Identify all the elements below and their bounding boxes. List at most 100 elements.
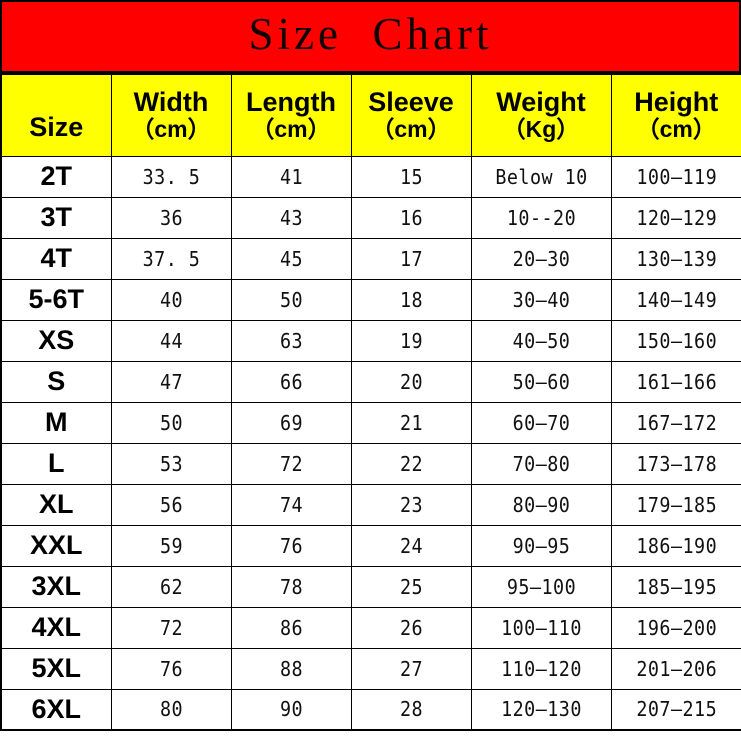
cell-height: 196–200 (610, 606, 741, 649)
cell-width: 33. 5 (110, 155, 232, 198)
cell-weight-value: 95–100 (506, 574, 576, 599)
table-row: XL 56 74 23 80–90 179–185 (0, 483, 741, 526)
cell-width: 72 (110, 606, 232, 649)
cell-sleeve: 16 (350, 196, 472, 239)
column-header-width-unit: （cm） (131, 116, 211, 143)
cell-size-value: 6XL (31, 693, 82, 724)
cell-size: 4XL (0, 606, 112, 649)
cell-size-value: XL (38, 489, 74, 519)
cell-length: 78 (230, 565, 352, 608)
cell-weight: 100–110 (470, 606, 612, 649)
cell-size: L (0, 442, 112, 485)
cell-length: 63 (230, 319, 352, 362)
cell-size: XS (0, 319, 112, 362)
table-row: S 47 66 20 50–60 161–166 (0, 360, 741, 403)
cell-sleeve-value: 21 (399, 410, 423, 435)
cell-length: 43 (230, 196, 352, 239)
cell-size: 2T (0, 155, 112, 198)
cell-sleeve: 15 (350, 155, 472, 198)
cell-height-value: 185–195 (635, 574, 717, 599)
cell-height: 140–149 (610, 278, 741, 321)
cell-sleeve-value: 27 (399, 656, 423, 681)
cell-weight: 70–80 (470, 442, 612, 485)
cell-sleeve-value: 22 (399, 451, 423, 476)
cell-height: 185–195 (610, 565, 741, 608)
cell-height: 100–119 (610, 155, 741, 198)
cell-size: XXL (0, 524, 112, 567)
cell-width-value: 62 (159, 574, 183, 599)
cell-weight: 120–130 (470, 688, 612, 731)
cell-height-value: 130–139 (635, 246, 717, 271)
column-header-size: Size (0, 73, 112, 157)
cell-length: 76 (230, 524, 352, 567)
cell-size: XL (0, 483, 112, 526)
cell-height: 173–178 (610, 442, 741, 485)
cell-sleeve: 22 (350, 442, 472, 485)
cell-weight-value: 50–60 (512, 369, 570, 394)
cell-weight: 50–60 (470, 360, 612, 403)
cell-height-value: 167–172 (635, 410, 717, 435)
cell-width: 80 (110, 688, 232, 731)
title-bar: Size Chart (0, 0, 741, 73)
cell-weight: 40–50 (470, 319, 612, 362)
column-header-width: Width （cm） (110, 73, 232, 157)
cell-weight-value: 60–70 (512, 410, 570, 435)
cell-length-value: 66 (279, 369, 303, 394)
column-header-weight-label: Weight (496, 87, 586, 118)
column-header-height-unit: （cm） (636, 116, 716, 143)
cell-sleeve-value: 19 (399, 328, 423, 353)
cell-weight: 110–120 (470, 647, 612, 690)
cell-size: 5XL (0, 647, 112, 690)
cell-width-value: 44 (159, 328, 183, 353)
cell-weight-value: 70–80 (512, 451, 570, 476)
cell-height: 150–160 (610, 319, 741, 362)
column-header-height-label: Height (634, 87, 719, 118)
cell-length-value: 78 (279, 574, 303, 599)
table-row: 5-6T 40 50 18 30–40 140–149 (0, 278, 741, 321)
cell-height-value: 100–119 (635, 164, 717, 189)
column-header-weight-unit: （Kg） (502, 116, 580, 143)
cell-height-value: 140–149 (635, 287, 717, 312)
cell-size-value: 2T (40, 161, 72, 191)
cell-width: 62 (110, 565, 232, 608)
cell-height: 161–166 (610, 360, 741, 403)
cell-length: 45 (230, 237, 352, 280)
cell-length: 50 (230, 278, 352, 321)
cell-sleeve-value: 18 (399, 287, 423, 312)
cell-height-value: 196–200 (635, 615, 717, 640)
column-header-height: Height （cm） (610, 73, 741, 157)
cell-length-value: 69 (279, 410, 303, 435)
cell-width: 50 (110, 401, 232, 444)
cell-size: 6XL (0, 688, 112, 731)
cell-sleeve: 20 (350, 360, 472, 403)
cell-sleeve: 28 (350, 688, 472, 731)
header-row: Size Width （cm） Length （cm） Sle (0, 73, 741, 157)
cell-width: 36 (110, 196, 232, 239)
cell-height-value: 207–215 (635, 697, 717, 722)
cell-weight: 60–70 (470, 401, 612, 444)
table-row: XXL 59 76 24 90–95 186–190 (0, 524, 741, 567)
cell-height-value: 173–178 (635, 451, 717, 476)
cell-weight: 30–40 (470, 278, 612, 321)
cell-sleeve-value: 15 (399, 164, 423, 189)
cell-sleeve-value: 25 (399, 574, 423, 599)
cell-length-value: 74 (279, 492, 303, 517)
column-header-sleeve: Sleeve （cm） (350, 73, 472, 157)
cell-sleeve: 24 (350, 524, 472, 567)
cell-length-value: 88 (279, 656, 303, 681)
cell-weight: 80–90 (470, 483, 612, 526)
column-header-weight: Weight （Kg） (470, 73, 612, 157)
cell-width-value: 36 (159, 205, 183, 230)
cell-length: 69 (230, 401, 352, 444)
cell-size-value: 5XL (31, 653, 82, 683)
cell-length: 66 (230, 360, 352, 403)
cell-weight-value: 40–50 (512, 328, 570, 353)
table-row: 3XL 62 78 25 95–100 185–195 (0, 565, 741, 608)
cell-size: M (0, 401, 112, 444)
cell-height: 179–185 (610, 483, 741, 526)
cell-sleeve: 18 (350, 278, 472, 321)
cell-weight-value: 120–130 (500, 697, 582, 722)
table-row: 4T 37. 5 45 17 20–30 130–139 (0, 237, 741, 280)
cell-weight-value: 30–40 (512, 287, 570, 312)
